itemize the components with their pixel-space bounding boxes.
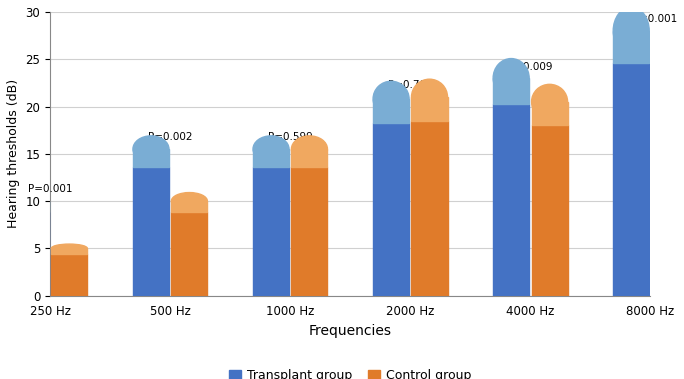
Ellipse shape: [614, 7, 649, 55]
Ellipse shape: [253, 136, 289, 162]
Bar: [253, 167, 289, 296]
Bar: [531, 125, 568, 296]
Bar: [614, 31, 649, 63]
Bar: [172, 201, 207, 212]
Bar: [493, 104, 529, 296]
Text: P=0.703: P=0.703: [388, 80, 432, 91]
Text: P=0.002: P=0.002: [148, 132, 192, 143]
Ellipse shape: [51, 244, 88, 252]
Ellipse shape: [172, 193, 207, 210]
Bar: [412, 97, 447, 121]
Legend: Transplant group, Control group: Transplant group, Control group: [224, 364, 477, 379]
Bar: [373, 122, 409, 296]
Bar: [493, 78, 529, 104]
Text: P=0.001: P=0.001: [28, 185, 73, 194]
Bar: [412, 121, 447, 296]
Bar: [652, 212, 684, 296]
Bar: [253, 149, 289, 167]
Text: P=0.599: P=0.599: [268, 132, 313, 143]
Bar: [133, 167, 169, 296]
Bar: [373, 99, 409, 122]
Y-axis label: Hearing thresholds (dB): Hearing thresholds (dB): [7, 79, 20, 228]
Ellipse shape: [13, 193, 49, 210]
Text: P=<0.001: P=<0.001: [624, 14, 677, 24]
Bar: [614, 63, 649, 296]
Bar: [51, 254, 88, 296]
Bar: [291, 167, 328, 296]
Text: P=0.009: P=0.009: [508, 61, 553, 72]
Ellipse shape: [531, 85, 568, 119]
Ellipse shape: [493, 59, 529, 98]
Bar: [13, 212, 49, 296]
Ellipse shape: [291, 136, 328, 162]
Bar: [531, 102, 568, 125]
Ellipse shape: [412, 79, 447, 115]
Bar: [291, 149, 328, 167]
Bar: [51, 248, 88, 254]
Ellipse shape: [133, 136, 169, 162]
Bar: [13, 201, 49, 212]
Ellipse shape: [373, 81, 409, 117]
X-axis label: Frequencies: Frequencies: [308, 324, 392, 338]
Bar: [133, 149, 169, 167]
Ellipse shape: [652, 193, 684, 210]
Bar: [172, 212, 207, 296]
Bar: [652, 201, 684, 212]
